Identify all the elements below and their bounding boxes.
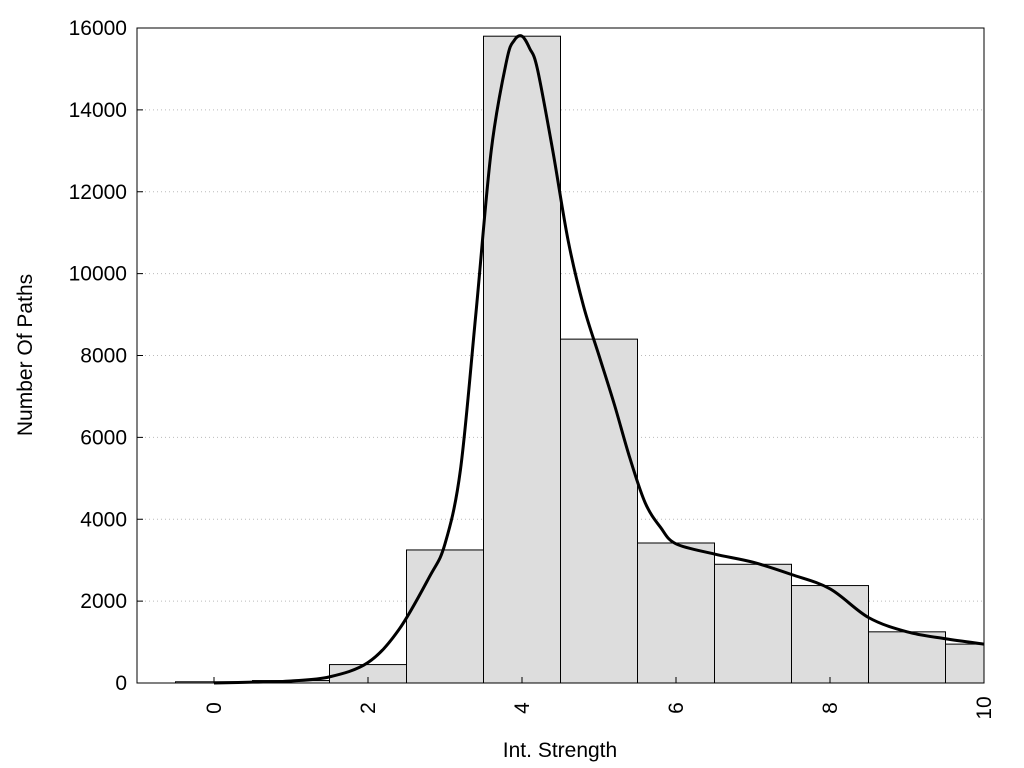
histogram-bar — [714, 563, 792, 684]
histogram-bar — [406, 549, 484, 684]
y-axis-title: Number Of Paths — [14, 274, 37, 436]
density-curve — [213, 34, 985, 685]
y-tick-label: 10000 — [69, 263, 127, 286]
y-tick-label: 4000 — [80, 508, 127, 531]
y-tick-label: 16000 — [69, 17, 127, 40]
histogram-bar — [791, 585, 869, 684]
histogram-bar — [637, 542, 715, 684]
y-tick-label: 14000 — [69, 99, 127, 122]
x-tick-label: 8 — [819, 702, 842, 714]
histogram-bars — [175, 35, 985, 684]
y-tick-label: 2000 — [80, 590, 127, 613]
x-tick-label: 6 — [665, 702, 688, 714]
y-tick-label: 6000 — [80, 426, 127, 449]
x-axis-ticks: 0 2 4 6 8 10 — [203, 677, 996, 720]
histogram-bar — [560, 338, 638, 684]
x-axis-title: Int. Strength — [503, 739, 617, 762]
y-axis-ticks: 0 2000 4000 6000 8000 10000 12000 14000 16000 — [69, 17, 143, 695]
x-tick-label: 2 — [357, 702, 380, 714]
histogram-bar — [868, 631, 946, 684]
x-tick-label: 10 — [973, 696, 996, 719]
y-tick-label: 8000 — [80, 345, 127, 368]
histogram-bar — [945, 643, 985, 684]
y-tick-label: 0 — [115, 672, 127, 695]
density-curve-layer — [213, 34, 985, 685]
x-tick-label: 4 — [511, 702, 534, 714]
x-tick-label: 0 — [203, 702, 226, 714]
y-tick-label: 12000 — [69, 181, 127, 204]
